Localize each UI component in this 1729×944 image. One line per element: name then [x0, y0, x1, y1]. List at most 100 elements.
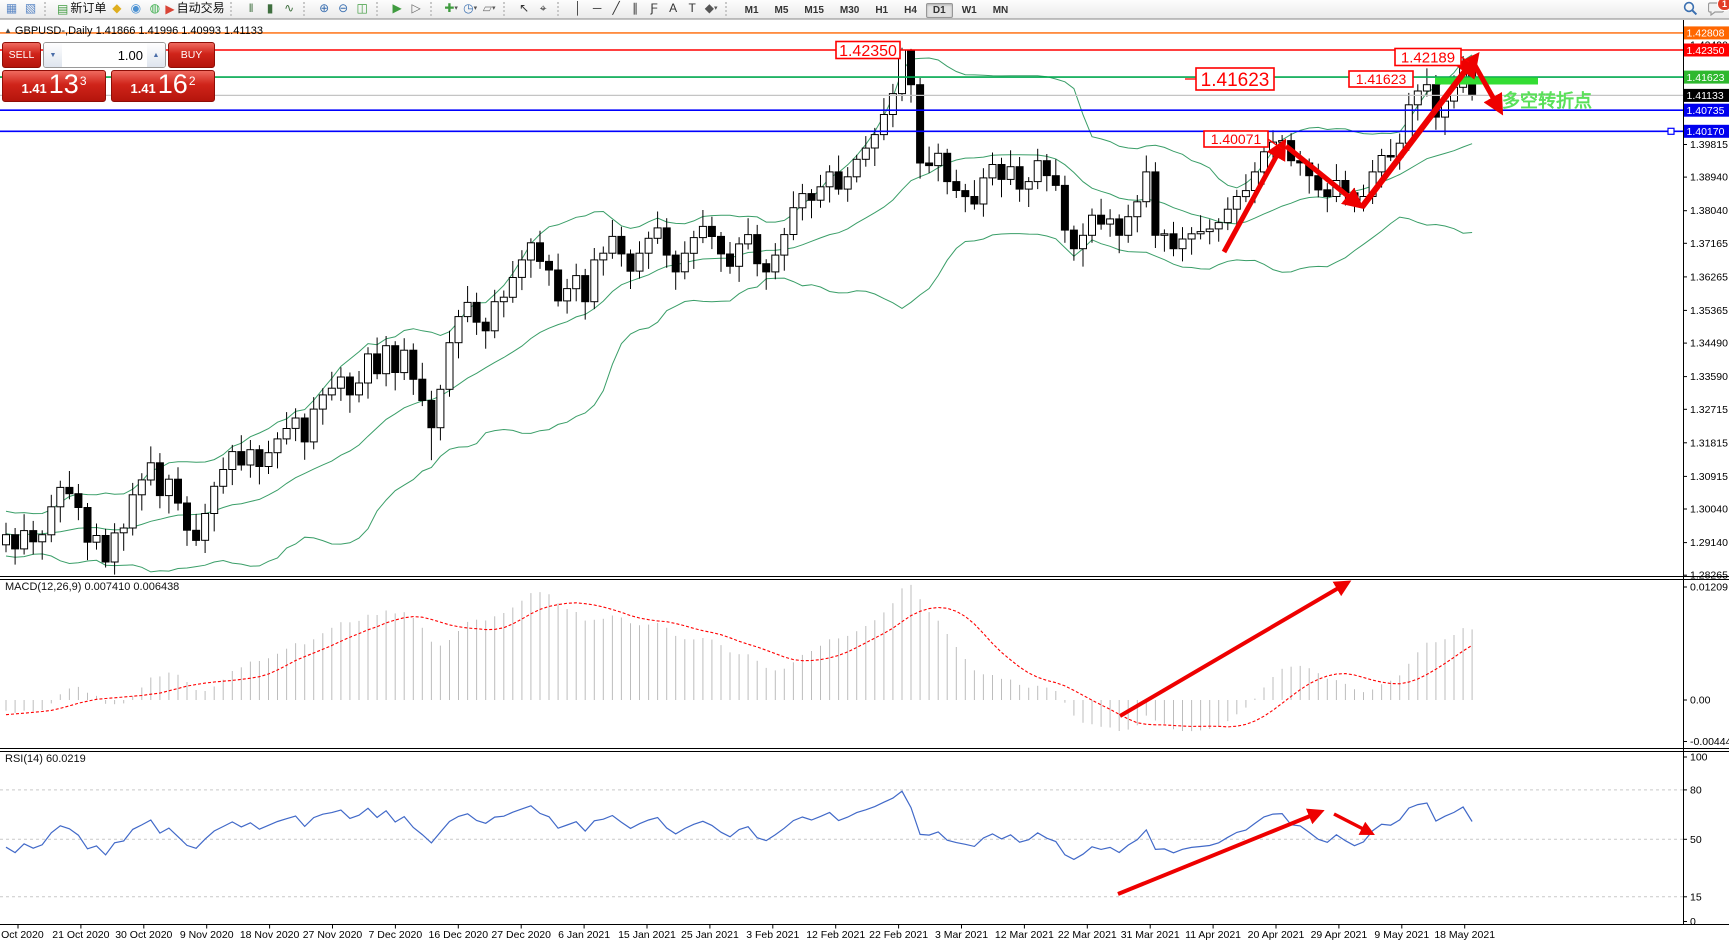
bull-candle — [164, 478, 173, 497]
date-label: 30 Oct 2020 — [115, 929, 172, 941]
rsi-turn-arrow[interactable] — [1333, 812, 1375, 836]
cursor-icon[interactable]: ↖ — [519, 1, 530, 15]
line-chart-icon[interactable]: ∿ — [284, 1, 295, 15]
search-icon[interactable] — [1683, 1, 1698, 21]
date-label: 29 Apr 2021 — [1311, 929, 1368, 941]
text-label-icon[interactable]: T — [688, 1, 696, 15]
rsi-line — [5, 790, 1473, 861]
symbol-header: ▲ GBPUSD-,Daily 1.41866 1.41996 1.40993 1… — [4, 25, 263, 37]
rally-arrow-2[interactable] — [1359, 51, 1480, 209]
macd-trend-arrow[interactable] — [1118, 580, 1352, 718]
macd-tick-label: 0.00 — [1690, 695, 1711, 707]
profiles-icon[interactable]: ▧ — [24, 1, 37, 15]
indicators-icon[interactable]: ✚▾ — [444, 1, 458, 15]
rsi-trend-arrow[interactable] — [1117, 808, 1325, 896]
bull-candle — [1024, 181, 1033, 190]
trendline-icon[interactable]: ╱ — [612, 1, 620, 15]
volume-increase-button[interactable]: ▲ — [147, 43, 165, 67]
bull-candle — [1124, 216, 1133, 236]
price-callout-box[interactable] — [1195, 67, 1275, 91]
turning-point-annotation[interactable]: 多空转折点 — [1502, 90, 1592, 111]
bull-candle — [1205, 228, 1214, 233]
sell-button[interactable]: SELL — [2, 42, 41, 68]
timeframe-w1[interactable]: W1 — [961, 5, 977, 16]
tile-windows-icon[interactable]: ◫ — [356, 1, 368, 15]
bull-candle — [1196, 231, 1205, 235]
price-callout-box[interactable] — [1394, 47, 1462, 67]
bear-candle — [943, 152, 952, 183]
horizontal-line-icon[interactable]: ─ — [592, 1, 602, 15]
bull-candle — [92, 535, 101, 543]
signals-icon[interactable]: ◍ — [149, 1, 161, 15]
price-callout-box[interactable] — [1348, 70, 1414, 88]
bull-candle — [1178, 238, 1187, 250]
bull-candle — [137, 479, 146, 496]
bull-candle — [798, 193, 807, 209]
text-icon[interactable]: A — [669, 1, 678, 15]
toolbar-separator — [724, 2, 734, 16]
reversal-down-arrow[interactable] — [1470, 60, 1504, 116]
timeframe-mn[interactable]: MN — [992, 5, 1009, 16]
new-order-icon[interactable]: ▤ 新订单 — [57, 1, 107, 16]
bull-candle — [1160, 233, 1169, 236]
bull-candle — [789, 207, 798, 235]
channel-icon[interactable]: ∥ — [632, 1, 639, 15]
price-tick-label: 1.33590 — [1690, 371, 1728, 383]
new-chart-icon[interactable]: ▦ — [5, 1, 18, 15]
candlestick-icon[interactable]: ▮ — [266, 1, 274, 15]
timeframe-h1[interactable]: H1 — [875, 5, 889, 16]
hline-handle[interactable] — [1667, 127, 1675, 135]
bull-candle — [38, 534, 47, 543]
volume-input[interactable] — [62, 43, 147, 67]
timeframe-m30[interactable]: M30 — [839, 5, 860, 16]
price-callout-box[interactable] — [1203, 130, 1269, 148]
templates-icon[interactable]: ▱▾ — [482, 1, 496, 15]
bull-candle — [1006, 166, 1015, 180]
bull-candle — [2, 534, 10, 546]
bull-candle — [1079, 234, 1087, 250]
community-icon[interactable]: ◉ — [130, 1, 142, 15]
pullback-arrow[interactable] — [1284, 144, 1364, 209]
bear-candle — [1069, 229, 1078, 250]
price-callout-box[interactable] — [835, 40, 901, 60]
price-tick-label: 1.38940 — [1690, 172, 1728, 184]
notifications-icon[interactable]: 1 — [1707, 0, 1729, 21]
date-label: 15 Jan 2021 — [618, 929, 676, 941]
toolbar-separator — [44, 2, 53, 16]
timeframe-h4[interactable]: H4 — [904, 5, 917, 16]
metaeditor-icon[interactable]: ◆ — [112, 1, 122, 15]
autotrading-icon[interactable]: ▶ 自动交易 — [165, 1, 225, 16]
auto-scroll-icon[interactable]: ▶ — [392, 1, 402, 15]
zoom-out-icon[interactable]: ⊖ — [338, 1, 349, 15]
date-label: 11 Apr 2021 — [1185, 929, 1241, 941]
bar-chart-icon[interactable]: ‖ — [248, 1, 254, 15]
bear-candle — [237, 451, 246, 466]
price-tag-1.42808 — [1684, 26, 1729, 40]
bull-candle — [1278, 140, 1287, 143]
fibonacci-icon[interactable]: Ƒ — [650, 1, 658, 15]
crosshair-icon[interactable]: ⌖ — [539, 1, 547, 15]
date-label: 3 Mar 2021 — [935, 929, 988, 941]
periods-icon[interactable]: ◷▾ — [463, 1, 478, 15]
vertical-line-icon[interactable]: │ — [574, 1, 582, 15]
rally-arrow-1[interactable] — [1221, 138, 1287, 254]
bear-candle — [1169, 233, 1178, 250]
shapes-icon[interactable]: ◆▾ — [704, 1, 718, 15]
ask-price-button[interactable]: 1.41 16 2 — [111, 70, 215, 102]
timeframe-d1[interactable]: D1 — [925, 3, 953, 18]
chart-shift-icon[interactable]: ▷ — [411, 1, 421, 15]
timeframe-m15[interactable]: M15 — [804, 5, 824, 16]
timeframe-m5[interactable]: M5 — [774, 5, 789, 16]
bid-price-button[interactable]: 1.41 13 3 — [2, 70, 106, 102]
volume-decrease-button[interactable]: ▼ — [44, 43, 62, 67]
bull-candle — [1413, 90, 1422, 106]
bull-candle — [608, 235, 617, 254]
date-label: 18 Nov 2020 — [240, 929, 300, 941]
bull-candle — [1223, 208, 1232, 224]
buy-button[interactable]: BUY — [168, 42, 215, 68]
bull-candle — [735, 243, 744, 267]
bull-candle — [780, 234, 789, 256]
timeframe-m1[interactable]: M1 — [744, 5, 759, 16]
zoom-in-icon[interactable]: ⊕ — [319, 1, 330, 15]
